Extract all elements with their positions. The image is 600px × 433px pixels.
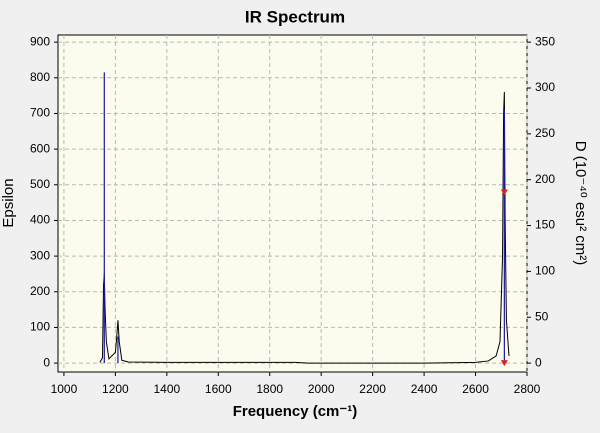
y-tick-label: 100 (30, 320, 50, 334)
y-tick-label: 300 (30, 248, 50, 262)
y-tick-label: 500 (30, 177, 50, 191)
x-tick-label: 1600 (205, 382, 232, 396)
y-tick-label: 600 (30, 141, 50, 155)
x-tick-label: 1400 (153, 382, 180, 396)
y-axis-label: Epsilon (0, 178, 17, 227)
x-tick-label: 1000 (51, 382, 78, 396)
y-tick-label: 400 (30, 213, 50, 227)
x-tick-label: 2400 (411, 382, 438, 396)
marker (500, 360, 508, 367)
y-tick-label: 900 (30, 34, 50, 48)
x-tick-label: 2000 (308, 382, 335, 396)
chart-title: IR Spectrum (245, 7, 345, 26)
y2-tick-label: 250 (535, 126, 555, 140)
y2-axis-label: D (10⁻⁴⁰ esu² cm²) (572, 141, 589, 266)
x-axis-label: Frequency (cm⁻¹) (233, 403, 358, 420)
y2-tick-label: 350 (535, 34, 555, 48)
x-tick-label: 2600 (462, 382, 489, 396)
y2-tick-label: 300 (535, 80, 555, 94)
x-tick-label: 2200 (359, 382, 386, 396)
y-tick-label: 700 (30, 106, 50, 120)
x-tick-label: 1800 (256, 382, 283, 396)
y2-tick-label: 150 (535, 218, 555, 232)
plot-area (57, 34, 528, 373)
marker (500, 189, 508, 196)
y-tick-label: 800 (30, 70, 50, 84)
x-tick-label: 2800 (514, 382, 541, 396)
y-tick-label: 200 (30, 284, 50, 298)
y2-tick-label: 200 (535, 172, 555, 186)
x-tick-label: 1200 (102, 382, 129, 396)
y-tick-label: 0 (43, 355, 50, 369)
spectrum-line (99, 92, 510, 364)
y2-tick-label: 100 (535, 264, 555, 278)
y2-tick-label: 50 (535, 309, 549, 323)
y2-tick-label: 0 (535, 355, 542, 369)
